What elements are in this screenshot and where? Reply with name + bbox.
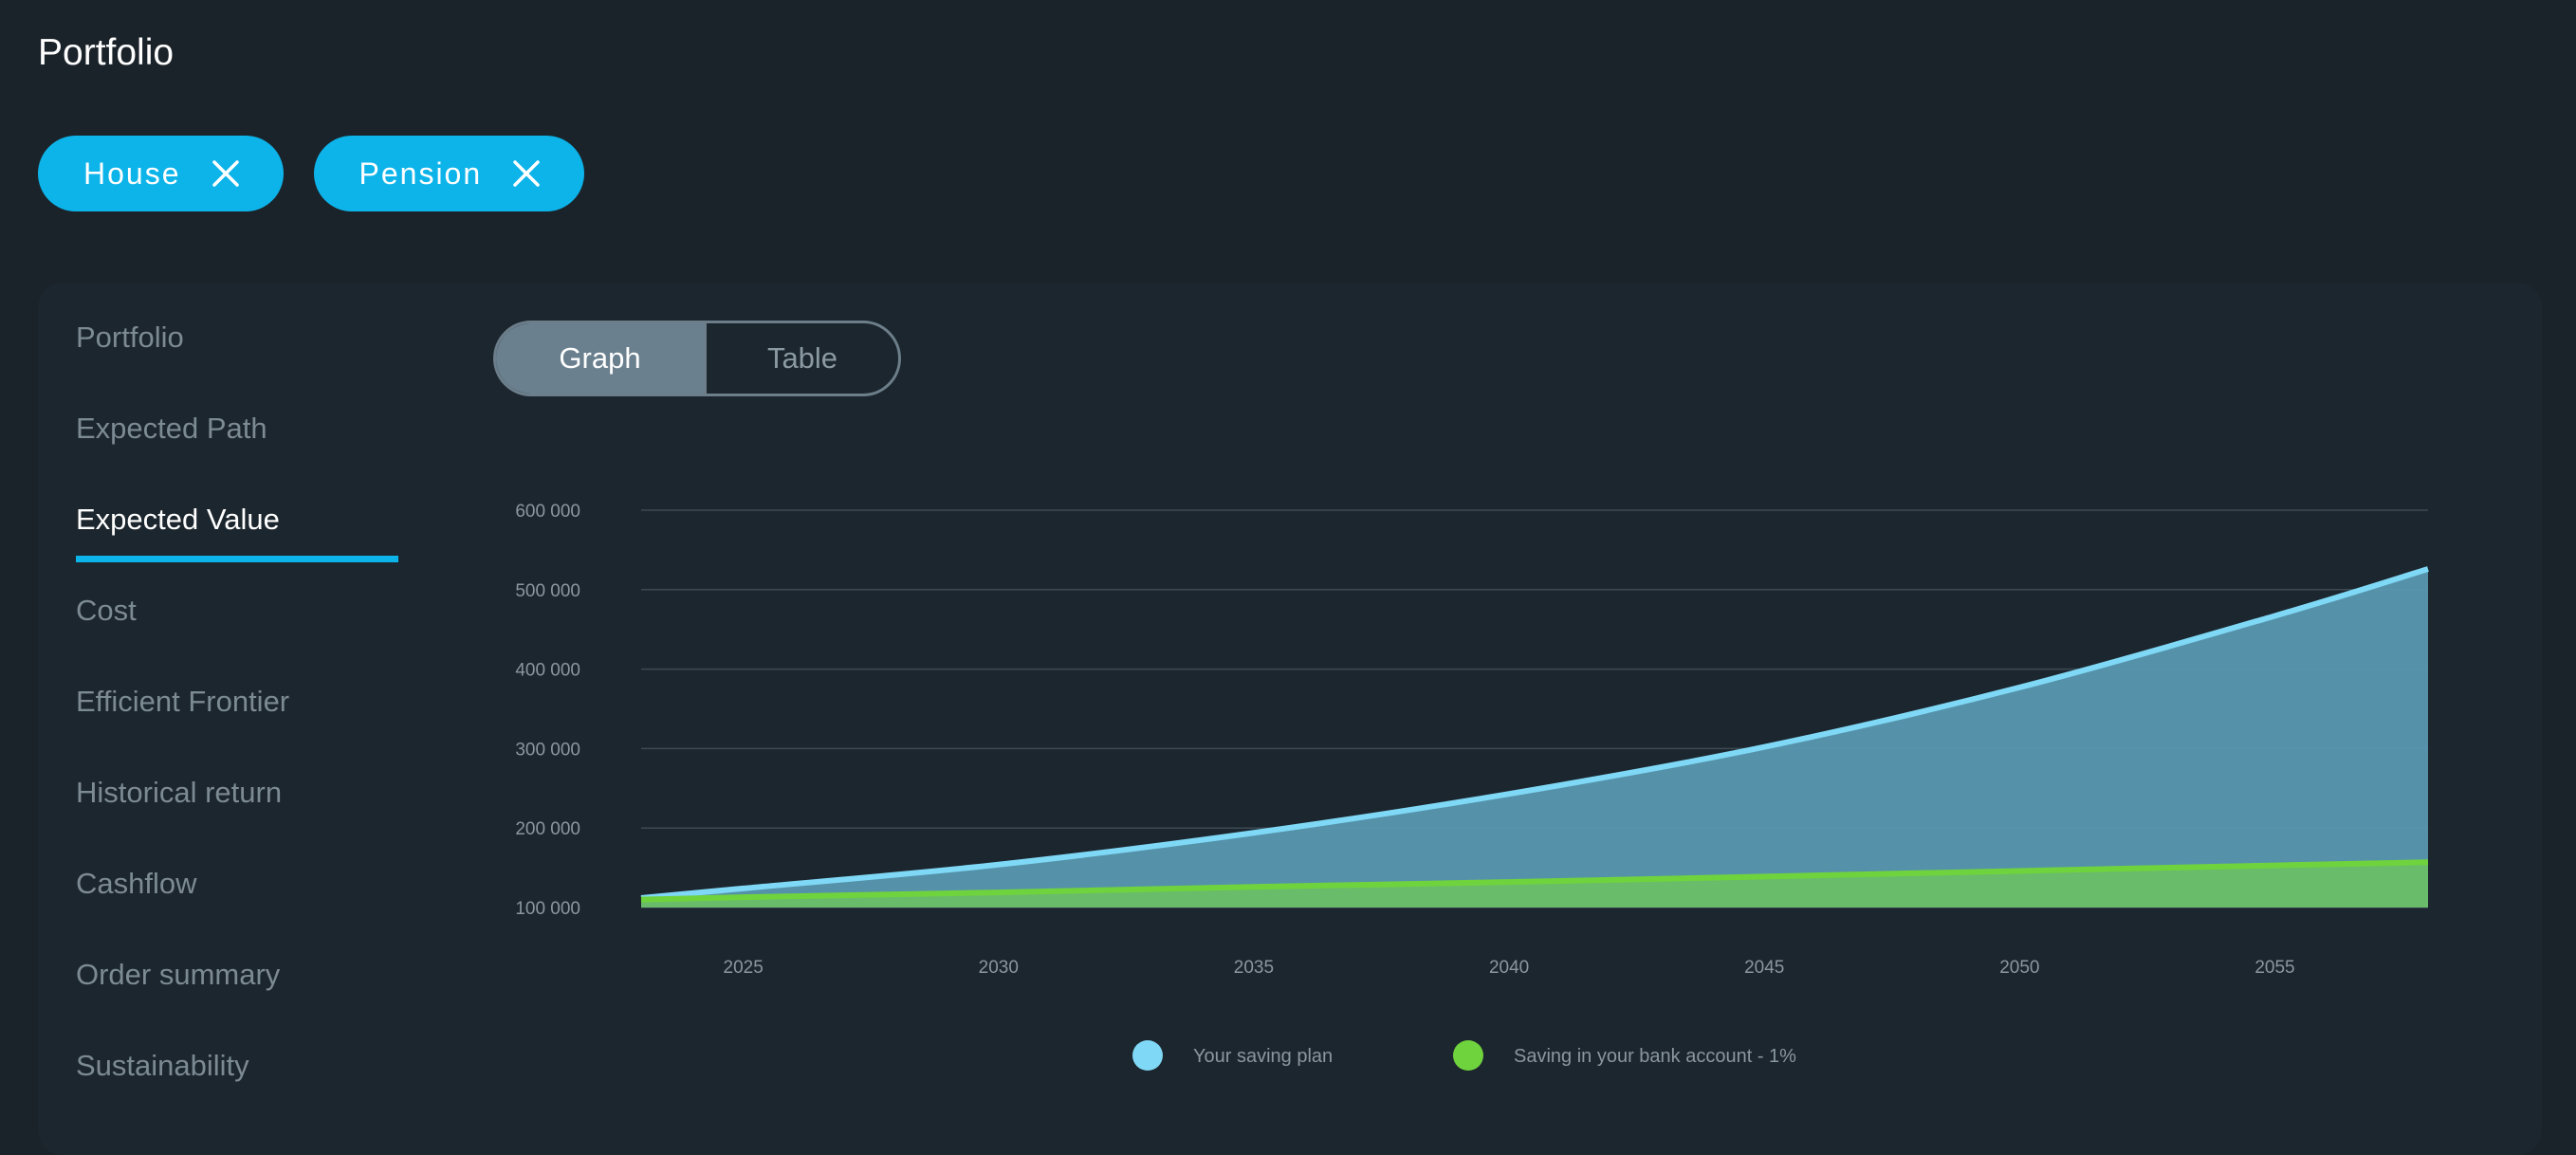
sidebar-item-label: Portfolio bbox=[76, 321, 184, 354]
y-tick-label: 400 000 bbox=[515, 661, 580, 681]
chip-pension[interactable]: Pension bbox=[313, 136, 585, 211]
sidebar-item-expected-path[interactable]: Expected Path bbox=[76, 412, 398, 503]
y-tick-label: 300 000 bbox=[515, 740, 580, 760]
sidebar-item-label: Historical return bbox=[76, 776, 283, 809]
sidebar-item-order-summary[interactable]: Order summary bbox=[76, 958, 398, 1049]
sidebar-item-cost[interactable]: Cost bbox=[76, 594, 398, 685]
sidebar-item-expected-value[interactable]: Expected Value bbox=[76, 503, 398, 594]
y-tick-label: 600 000 bbox=[515, 502, 580, 522]
expected-value-chart: 100 000 200 000 300 000 400 000 500 000 600 0… bbox=[515, 502, 2429, 1071]
bank-account-line bbox=[640, 859, 2429, 903]
sidebar-item-label: Sustainability bbox=[76, 1049, 249, 1082]
sidebar-item-efficient-frontier[interactable]: Efficient Frontier bbox=[76, 685, 398, 776]
sidebar-item-label: Expected Path bbox=[76, 412, 267, 445]
close-icon[interactable] bbox=[512, 159, 541, 188]
legend-marker bbox=[1453, 1040, 1483, 1071]
sidebar: Portfolio Expected Path Expected Value C… bbox=[76, 321, 398, 1140]
sidebar-item-label: Cost bbox=[76, 594, 137, 627]
x-tick-label: 2050 bbox=[1999, 958, 2039, 978]
page-title: Portfolio bbox=[38, 32, 175, 73]
y-tick-label: 500 000 bbox=[515, 581, 580, 601]
sidebar-item-historical-return[interactable]: Historical return bbox=[76, 776, 398, 867]
x-tick-label: 2030 bbox=[979, 958, 1019, 978]
table-toggle-button[interactable]: Table bbox=[766, 341, 838, 375]
view-toggle: Graph Table bbox=[493, 321, 901, 396]
x-tick-label: 2035 bbox=[1234, 958, 1274, 978]
close-icon[interactable] bbox=[212, 159, 240, 188]
y-tick-label: 200 000 bbox=[515, 819, 580, 839]
legend-label: Your saving plan bbox=[1193, 1046, 1333, 1067]
sidebar-item-cashflow[interactable]: Cashflow bbox=[76, 867, 398, 958]
sidebar-item-label: Efficient Frontier bbox=[76, 685, 290, 718]
x-tick-label: 2040 bbox=[1489, 958, 1529, 978]
saving-plan-area bbox=[641, 569, 2428, 908]
chip-label: House bbox=[83, 156, 181, 191]
x-tick-label: 2055 bbox=[2254, 958, 2294, 978]
sidebar-item-label: Cashflow bbox=[76, 867, 197, 900]
chip-label: Pension bbox=[359, 156, 483, 191]
chip-house[interactable]: House bbox=[38, 136, 284, 211]
x-tick-label: 2045 bbox=[1744, 958, 1784, 978]
saving-plan-line bbox=[640, 566, 2429, 901]
sidebar-item-sustainability[interactable]: Sustainability bbox=[76, 1049, 398, 1140]
active-tab-underline bbox=[76, 556, 398, 562]
y-tick-label: 100 000 bbox=[515, 899, 580, 919]
graph-toggle-button[interactable]: Graph bbox=[496, 323, 707, 394]
legend-marker bbox=[1132, 1040, 1163, 1071]
sidebar-item-portfolio[interactable]: Portfolio bbox=[76, 321, 398, 412]
filter-chips: House Pension bbox=[38, 136, 585, 211]
x-tick-label: 2025 bbox=[724, 958, 764, 978]
legend-label: Saving in your bank account - 1% bbox=[1514, 1046, 1796, 1067]
sidebar-item-label: Order summary bbox=[76, 958, 281, 991]
sidebar-item-label: Expected Value bbox=[76, 503, 280, 536]
